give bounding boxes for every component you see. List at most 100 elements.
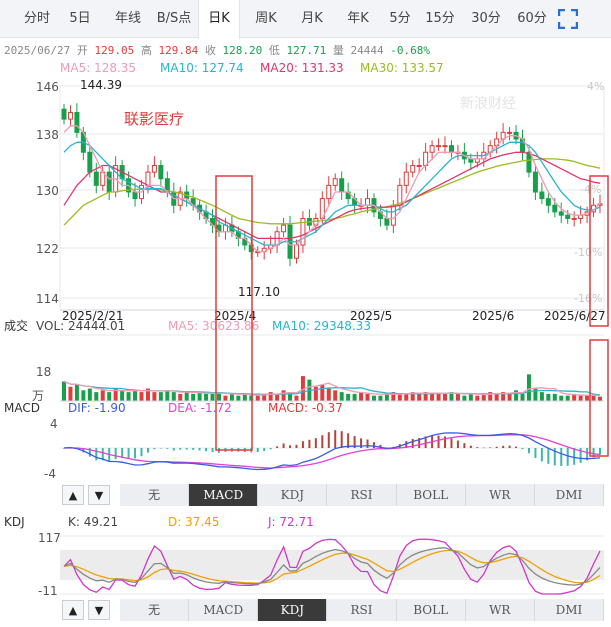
kdj-down-button[interactable]: ▼ xyxy=(88,600,110,620)
volume-bar xyxy=(107,392,112,401)
candle-body xyxy=(365,198,371,206)
macd-histogram-bar xyxy=(282,443,285,448)
volume-bar xyxy=(87,388,92,401)
volume-bar xyxy=(455,393,460,401)
volume-bar xyxy=(333,390,338,401)
volume-bar xyxy=(294,395,299,401)
tab-5min[interactable]: 5分 xyxy=(389,11,411,26)
volume-bar xyxy=(436,393,441,401)
fullscreen-icon[interactable] xyxy=(558,9,578,29)
macd-histogram-bar xyxy=(301,441,304,448)
kdj-panel-dmi-button[interactable]: DMI xyxy=(534,599,604,621)
volume-bar xyxy=(546,393,551,401)
kdj-panel-wr-button[interactable]: WR xyxy=(465,599,535,621)
macd-panel-boll-button[interactable]: BOLL xyxy=(396,484,466,506)
macd-histogram-bar xyxy=(134,448,137,459)
kdj-panel-none-button[interactable]: 无 xyxy=(120,599,190,621)
kdj-panel-kdj-button[interactable]: KDJ xyxy=(258,599,328,621)
ma10-line xyxy=(63,141,601,246)
macd-histogram-bar xyxy=(153,448,156,450)
volume-bar xyxy=(598,396,602,401)
volume-bar xyxy=(158,392,163,401)
tab-fenshi[interactable]: 分时 xyxy=(23,11,50,26)
volume-bar xyxy=(229,393,234,401)
candle-body xyxy=(539,191,545,200)
moving-average-lines xyxy=(63,125,601,253)
price-axis-label-146: 146 xyxy=(36,80,59,94)
candle-body xyxy=(565,214,571,219)
tab-5day[interactable]: 5日 xyxy=(69,11,91,26)
macd-indicator-tabs: 无 MACD KDJ RSI BOLL WR DMI xyxy=(120,484,604,506)
macd-histogram-bar xyxy=(263,448,266,451)
candle-body xyxy=(300,218,306,246)
volume-bar xyxy=(559,395,564,401)
ma30-legend: MA30: 133.57 xyxy=(360,61,444,75)
macd-panel-kdj-button[interactable]: KDJ xyxy=(258,484,328,506)
macd-histogram-bar xyxy=(127,448,130,459)
candle-body xyxy=(93,171,99,186)
volume-bar xyxy=(526,374,531,401)
tab-yearline[interactable]: 年线 xyxy=(114,11,141,26)
volume-bar xyxy=(468,393,473,401)
tab-30min[interactable]: 30分 xyxy=(471,11,501,26)
tab-yearly-k[interactable]: 年K xyxy=(347,11,369,26)
volume-bar xyxy=(133,390,138,401)
macd-histogram-bar xyxy=(95,448,98,461)
pct-axis-label-2: -10% xyxy=(574,246,602,259)
macd-histogram-bar xyxy=(527,448,530,454)
highlight-box-latest-price xyxy=(589,175,609,327)
volume-bar xyxy=(145,388,150,401)
kdj-d-legend: D: 37.45 xyxy=(168,515,219,529)
macd-axis-bottom: -4 xyxy=(44,467,56,481)
volume-bar xyxy=(591,395,596,401)
macd-panel-macd-button[interactable]: MACD xyxy=(189,484,259,506)
kdj-panel-macd-button[interactable]: MACD xyxy=(189,599,259,621)
volume-bar xyxy=(365,393,370,401)
candle-body xyxy=(151,165,157,173)
volume-bar xyxy=(565,395,570,401)
macd-up-button[interactable]: ▲ xyxy=(62,485,84,505)
tab-daily-k[interactable]: 日K xyxy=(198,0,240,39)
macd-histogram-bar xyxy=(179,448,182,450)
macd-down-button[interactable]: ▼ xyxy=(88,485,110,505)
macd-histogram-bar xyxy=(172,448,175,451)
macd-histogram-bar xyxy=(166,448,169,449)
volume-bar xyxy=(139,392,144,401)
close-label: 收 xyxy=(204,44,216,57)
high-value: 129.84 xyxy=(158,44,199,57)
tab-bs-points[interactable]: B/S点 xyxy=(156,11,192,26)
macd-histogram-bar xyxy=(205,448,208,452)
macd-histogram-bar xyxy=(599,448,601,455)
macd-histogram-bar xyxy=(360,438,363,448)
kdj-panel-rsi-button[interactable]: RSI xyxy=(327,599,397,621)
candle-body xyxy=(545,198,551,206)
high-label: 高 xyxy=(140,44,152,57)
pct-axis-label-0: 4% xyxy=(587,80,604,93)
macd-histogram-bar xyxy=(340,431,343,448)
volume-value: 24444 xyxy=(350,44,384,57)
volume-bar xyxy=(384,393,389,401)
macd-histogram-bar xyxy=(63,448,65,449)
macd-histogram-bar xyxy=(547,448,550,464)
macd-panel-wr-button[interactable]: WR xyxy=(465,484,535,506)
tab-weekly-k[interactable]: 周K xyxy=(255,11,277,26)
macd-histogram-bar xyxy=(450,438,453,448)
macd-panel-rsi-button[interactable]: RSI xyxy=(327,484,397,506)
tab-monthly-k[interactable]: 月K xyxy=(301,11,323,26)
tab-15min[interactable]: 15分 xyxy=(425,11,455,26)
macd-dea-legend: DEA: -1.72 xyxy=(168,401,232,415)
volume-bar xyxy=(126,392,131,401)
macd-histogram-bar xyxy=(146,448,149,453)
low-label: 低 xyxy=(268,44,280,57)
kdj-up-button[interactable]: ▲ xyxy=(62,600,84,620)
macd-panel-dmi-button[interactable]: DMI xyxy=(534,484,604,506)
tab-60min[interactable]: 60分 xyxy=(517,11,547,26)
candle-body xyxy=(293,244,299,259)
kdj-panel-boll-button[interactable]: BOLL xyxy=(396,599,466,621)
macd-dea-line xyxy=(63,434,601,469)
volume-ma-lines xyxy=(63,380,601,397)
macd-histogram xyxy=(63,430,601,466)
macd-panel-none-button[interactable]: 无 xyxy=(120,484,190,506)
volume-bar xyxy=(578,395,583,401)
